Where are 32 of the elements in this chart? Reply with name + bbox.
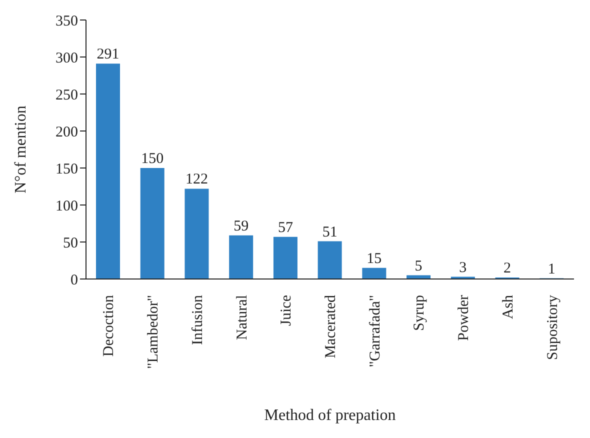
y-tick-label: 0	[70, 272, 78, 288]
data-label: 15	[366, 250, 382, 267]
x-tick-label: Ash	[500, 294, 516, 320]
data-label: 3	[459, 260, 467, 276]
y-tick-label: 300	[56, 50, 78, 66]
x-tick-label: Supository	[544, 294, 561, 360]
x-tick-label: Powder	[456, 294, 472, 341]
data-label: 150	[141, 151, 164, 167]
data-label: 5	[414, 258, 422, 274]
y-tick-label: 200	[56, 124, 78, 140]
y-tick-label: 250	[56, 87, 78, 104]
x-tick-label: Natural	[234, 295, 250, 340]
y-tick-label: 350	[56, 13, 78, 30]
data-label: 291	[96, 46, 120, 63]
x-tick-label: Decoction	[101, 294, 118, 357]
x-tick-label: "Lambedor"	[146, 295, 162, 369]
y-tick-label: 50	[63, 235, 78, 252]
x-tick-label: "Garrafada"	[367, 295, 384, 368]
y-axis-title: N°of mention	[12, 106, 30, 194]
y-tick-label: 150	[56, 161, 78, 178]
data-label: 59	[234, 218, 249, 234]
data-label: 2	[504, 260, 512, 277]
x-tick-label: Infusion	[190, 294, 206, 345]
y-tick-label: 100	[56, 198, 78, 214]
x-tick-label: Syrup	[412, 295, 428, 331]
x-tick-label: Macerated	[323, 294, 339, 358]
x-axis-title: Method of prepation	[264, 407, 396, 424]
data-label: 1	[548, 261, 556, 278]
data-label: 122	[185, 172, 208, 188]
data-label: 51	[322, 224, 338, 240]
x-tick-label: Juice	[278, 294, 295, 326]
data-label: 57	[278, 220, 294, 236]
